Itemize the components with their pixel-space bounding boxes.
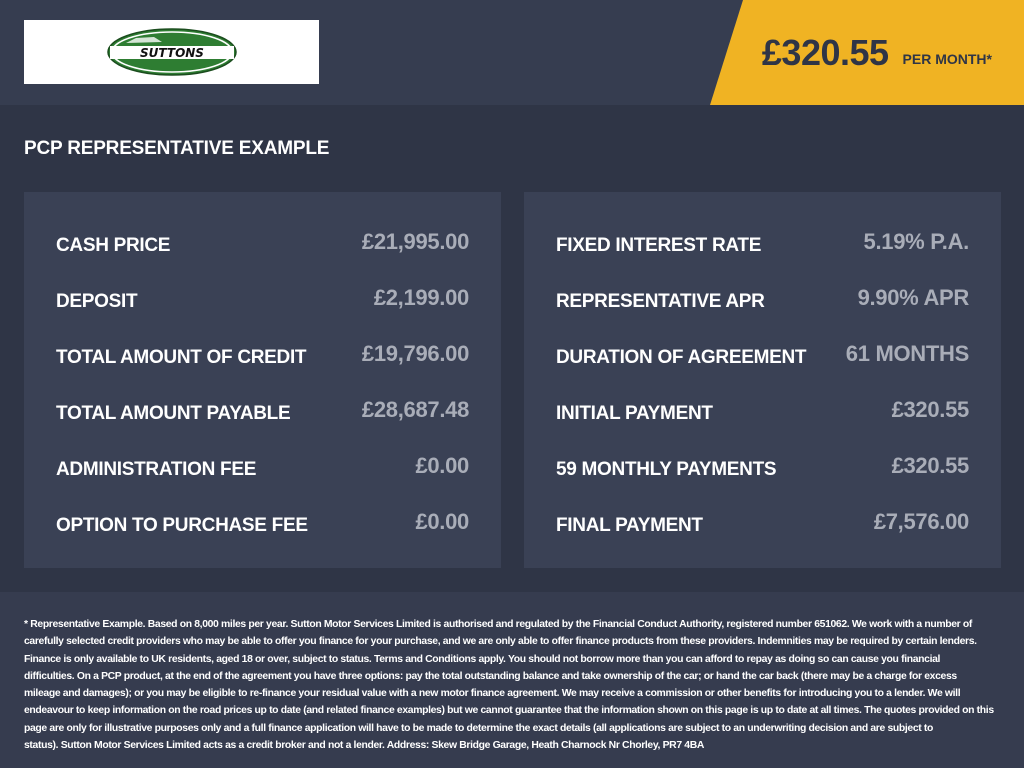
finance-value: £0.00	[415, 453, 469, 478]
finance-row: REPRESENTATIVE APR 9.90% APR	[556, 270, 969, 326]
finance-label: FIXED INTEREST RATE	[556, 235, 762, 256]
finance-value: 5.19% P.A.	[863, 229, 970, 254]
disclaimer-line: mileage and damages); or you may be elig…	[24, 688, 961, 700]
finance-label: TOTAL AMOUNT PAYABLE	[56, 403, 291, 424]
per-month-label: PER MONTH*	[902, 50, 992, 67]
finance-value: £2,199.00	[373, 285, 469, 310]
disclaimer-line: Finance is only available to UK resident…	[24, 653, 941, 665]
finance-row: TOTAL AMOUNT PAYABLE £28,687.48	[56, 382, 469, 438]
disclaimer-line: page are only for illustrative purposes …	[24, 722, 934, 734]
finance-row: INITIAL PAYMENT £320.55	[556, 382, 969, 438]
finance-details-right: FIXED INTEREST RATE 5.19% P.A. REPRESENTAT…	[524, 192, 1001, 568]
finance-row: FINAL PAYMENT £7,576.00	[556, 494, 969, 550]
monthly-price-banner: £320.55 PER MONTH*	[710, 0, 1024, 105]
finance-value: £28,687.48	[361, 397, 469, 422]
finance-value: £21,995.00	[361, 229, 469, 254]
finance-label: CASH PRICE	[56, 235, 171, 256]
finance-value: £320.55	[891, 453, 970, 478]
disclaimer-line: status). Sutton Motor Services Limited a…	[24, 740, 705, 752]
finance-label: FINAL PAYMENT	[556, 515, 703, 536]
disclaimer: * Representative Example. Based on 8,000…	[0, 592, 1024, 768]
monthly-price: £320.55	[761, 31, 889, 73]
finance-row: FIXED INTEREST RATE 5.19% P.A.	[556, 214, 969, 270]
finance-label: DEPOSIT	[56, 291, 138, 312]
suttons-logo: SUTTONS	[24, 20, 319, 84]
finance-details-left: CASH PRICE £21,995.00 DEPOSIT £2,199.00 TOTA…	[24, 192, 501, 568]
svg-text:SUTTONS: SUTTONS	[140, 46, 204, 60]
finance-row: DURATION OF AGREEMENT 61 MONTHS	[556, 326, 969, 382]
disclaimer-line: endeavour to keep information on the roa…	[24, 705, 994, 717]
finance-label: REPRESENTATIVE APR	[556, 291, 765, 312]
finance-label: OPTION TO PURCHASE FEE	[56, 515, 308, 536]
finance-row: CASH PRICE £21,995.00	[56, 214, 469, 270]
finance-value: 61 MONTHS	[845, 341, 970, 366]
finance-value: £0.00	[415, 509, 469, 534]
disclaimer-line: * Representative Example. Based on 8,000…	[24, 619, 973, 630]
suttons-logo-graphic: SUTTONS	[106, 28, 237, 76]
disclaimer-line: difficulties. On a PCP product, at the e…	[24, 670, 957, 682]
finance-row: OPTION TO PURCHASE FEE £0.00	[56, 494, 469, 550]
finance-row: ADMINISTRATION FEE £0.00	[56, 438, 469, 494]
finance-label: INITIAL PAYMENT	[556, 403, 713, 424]
finance-label: TOTAL AMOUNT OF CREDIT	[56, 347, 307, 368]
section-title: PCP REPRESENTATIVE EXAMPLE	[24, 138, 330, 159]
finance-label: DURATION OF AGREEMENT	[556, 347, 807, 368]
finance-value: £7,576.00	[873, 509, 969, 534]
finance-label: ADMINISTRATION FEE	[56, 459, 257, 480]
finance-value: £19,796.00	[361, 341, 469, 366]
finance-row: 59 MONTHLY PAYMENTS £320.55	[556, 438, 969, 494]
finance-row: DEPOSIT £2,199.00	[56, 270, 469, 326]
header: SUTTONS £320.55 PER MONTH*	[0, 0, 1024, 105]
finance-value: £320.55	[891, 397, 970, 422]
finance-row: TOTAL AMOUNT OF CREDIT £19,796.00	[56, 326, 469, 382]
finance-label: 59 MONTHLY PAYMENTS	[556, 459, 777, 480]
finance-value: 9.90% APR	[857, 285, 970, 310]
disclaimer-line: carefully selected credit providers who …	[24, 636, 977, 648]
